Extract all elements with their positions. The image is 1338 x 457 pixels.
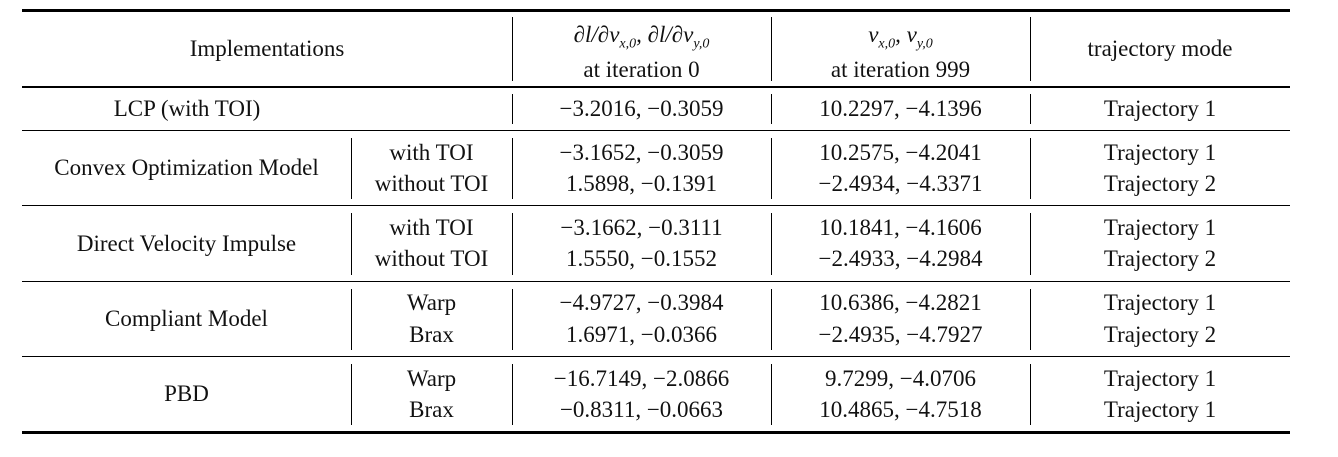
- header-gradient-iteration: at iteration 0: [583, 56, 700, 82]
- row-convex-name: Convex Optimization Model: [54, 155, 319, 180]
- row-convex-grad2: 1.5898, −0.1391: [566, 171, 717, 196]
- col-sep-1: [512, 364, 513, 425]
- col-sep-2: [771, 138, 772, 199]
- row-compliant-vel1: 10.6386, −4.2821: [819, 290, 982, 315]
- row-compliant-sub1: Warp: [406, 290, 457, 315]
- row-pbd-vel1: 9.7299, −4.0706: [825, 366, 976, 391]
- row-pbd-mode2: Trajectory 1: [1103, 397, 1217, 422]
- row-pbd-grad1: −16.7149, −2.0866: [553, 366, 730, 391]
- row-dvi-grad1: −3.1662, −0.3111: [560, 215, 723, 240]
- row-dvi-sub2: without TOI: [374, 246, 489, 271]
- row-compliant-mode2: Trajectory 2: [1103, 322, 1217, 347]
- col-sep-2: [771, 17, 772, 81]
- row-compliant-sub2: Brax: [409, 322, 454, 347]
- row-pbd-name: PBD: [164, 381, 209, 406]
- row-dvi-vel1: 10.1841, −4.1606: [819, 215, 982, 240]
- header-trajectory-mode: trajectory mode: [1087, 36, 1233, 61]
- row-pbd-sub2: Brax: [409, 397, 454, 422]
- header-gradient-symbol: ∂l/∂vx,0, ∂l/∂vy,0: [573, 22, 710, 52]
- header-velocity: vx,0, vy,0 at iteration 999: [771, 22, 1030, 82]
- row-compliant-mode1: Trajectory 1: [1103, 290, 1217, 315]
- sub-sep: [351, 364, 352, 425]
- col-sep-3: [1030, 364, 1031, 425]
- row-lcp-vel: 10.2297, −4.1396: [819, 96, 982, 121]
- col-sep-1: [512, 94, 513, 124]
- row-pbd-sub1: Warp: [406, 366, 457, 391]
- row-compliant-grad2: 1.6971, −0.0366: [566, 322, 717, 347]
- row-pbd-vel2: 10.4865, −4.7518: [819, 397, 982, 422]
- sub-sep: [351, 138, 352, 199]
- row-pbd-grad2: −0.8311, −0.0663: [559, 397, 724, 422]
- header-implementations: Implementations: [189, 36, 345, 61]
- row-convex-vel1: 10.2575, −4.2041: [819, 140, 982, 165]
- row-dvi-mode2: Trajectory 2: [1103, 246, 1217, 271]
- col-sep-3: [1030, 213, 1031, 275]
- sub-sep: [351, 289, 352, 350]
- col-sep-1: [512, 17, 513, 81]
- row-rule-1: [22, 130, 1290, 131]
- row-convex-mode2: Trajectory 2: [1103, 171, 1217, 196]
- row-lcp-name: LCP (with TOI): [113, 96, 261, 121]
- row-lcp-mode: Trajectory 1: [1103, 96, 1217, 121]
- row-rule-3: [22, 281, 1290, 282]
- row-convex-sub2: without TOI: [374, 171, 489, 196]
- sub-sep: [351, 213, 352, 275]
- row-compliant-vel2: −2.4935, −4.7927: [818, 322, 983, 347]
- row-rule-4: [22, 356, 1290, 357]
- col-sep-2: [771, 289, 772, 350]
- row-pbd-mode1: Trajectory 1: [1103, 366, 1217, 391]
- header-velocity-iteration: at iteration 999: [830, 56, 971, 82]
- row-compliant-grad1: −4.9727, −0.3984: [559, 290, 724, 315]
- header-gradient: ∂l/∂vx,0, ∂l/∂vy,0 at iteration 0: [512, 22, 771, 82]
- row-dvi-name: Direct Velocity Impulse: [76, 231, 297, 256]
- col-sep-2: [771, 364, 772, 425]
- header-rule: [22, 86, 1290, 88]
- top-rule: [22, 9, 1290, 12]
- row-dvi-grad2: 1.5550, −0.1552: [566, 246, 717, 271]
- col-sep-3: [1030, 138, 1031, 199]
- row-rule-2: [22, 205, 1290, 206]
- row-compliant-name: Compliant Model: [105, 306, 268, 331]
- col-sep-3: [1030, 289, 1031, 350]
- col-sep-2: [771, 213, 772, 275]
- row-convex-grad1: −3.1652, −0.3059: [559, 140, 724, 165]
- col-sep-2: [771, 94, 772, 124]
- col-sep-1: [512, 289, 513, 350]
- row-convex-mode1: Trajectory 1: [1103, 140, 1217, 165]
- bottom-rule: [22, 431, 1290, 434]
- row-dvi-sub1: with TOI: [389, 215, 474, 240]
- row-lcp-grad: −3.2016, −0.3059: [559, 96, 724, 121]
- header-velocity-symbol: vx,0, vy,0: [868, 22, 933, 52]
- col-sep-1: [512, 138, 513, 199]
- results-table: Implementations ∂l/∂vx,0, ∂l/∂vy,0 at it…: [22, 0, 1290, 457]
- row-dvi-vel2: −2.4933, −4.2984: [818, 246, 983, 271]
- col-sep-1: [512, 213, 513, 275]
- col-sep-3: [1030, 17, 1031, 81]
- row-convex-sub1: with TOI: [389, 140, 474, 165]
- row-dvi-mode1: Trajectory 1: [1103, 215, 1217, 240]
- col-sep-3: [1030, 94, 1031, 124]
- row-convex-vel2: −2.4934, −4.3371: [818, 171, 983, 196]
